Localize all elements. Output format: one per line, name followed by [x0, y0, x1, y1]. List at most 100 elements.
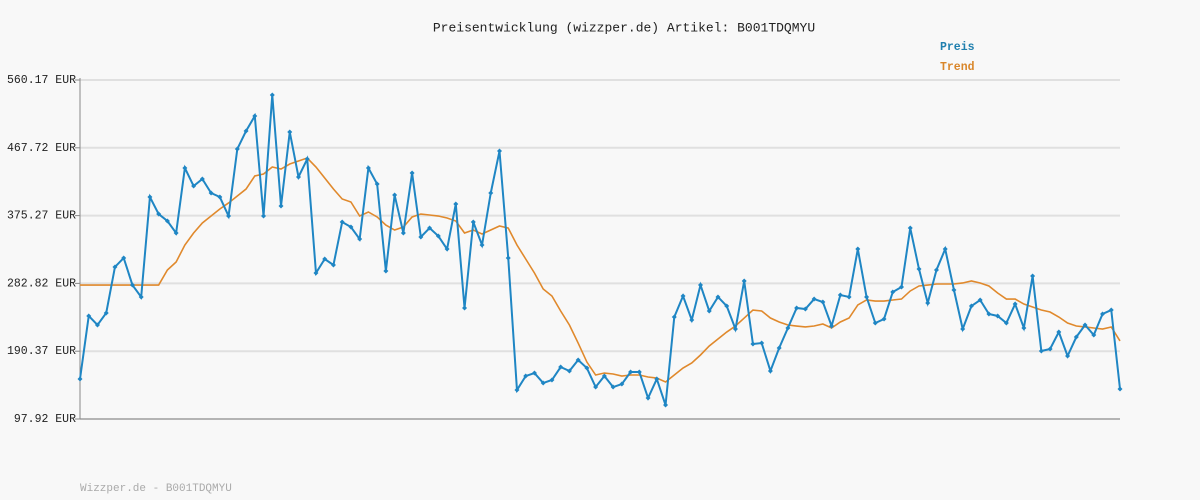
point-marker — [208, 190, 214, 196]
point-marker — [278, 203, 284, 209]
point-marker — [505, 255, 511, 261]
point-marker — [776, 345, 782, 351]
point-marker — [252, 113, 258, 119]
point-marker — [1082, 322, 1088, 328]
point-marker — [1012, 301, 1018, 307]
point-marker — [191, 183, 197, 189]
point-marker — [295, 174, 301, 180]
point-marker — [496, 148, 502, 154]
point-marker — [269, 92, 275, 98]
point-marker — [226, 213, 232, 219]
point-marker — [462, 305, 468, 311]
point-marker — [1056, 329, 1062, 335]
point-marker — [698, 282, 704, 288]
point-marker — [715, 294, 721, 300]
point-marker — [628, 369, 634, 375]
point-marker — [470, 219, 476, 225]
point-marker — [1073, 334, 1079, 340]
point-marker — [1100, 311, 1106, 317]
point-marker — [374, 181, 380, 187]
point-marker — [322, 256, 328, 262]
point-marker — [671, 314, 677, 320]
point-marker — [951, 287, 957, 293]
point-marker — [767, 368, 773, 374]
point-marker — [514, 387, 520, 393]
chart-title: Preisentwicklung (wizzper.de) Artikel: B… — [433, 20, 815, 35]
point-marker — [610, 384, 616, 390]
point-marker — [689, 317, 695, 323]
point-marker — [1065, 353, 1071, 359]
point-marker — [1021, 325, 1027, 331]
point-marker — [593, 384, 599, 390]
point-marker — [706, 308, 712, 314]
footer: Wizzper.de - B001TDQMYU — [80, 483, 232, 495]
point-marker — [995, 313, 1001, 319]
point-marker — [365, 165, 371, 171]
point-marker — [304, 156, 310, 162]
point-marker — [121, 255, 127, 261]
point-marker — [400, 230, 406, 236]
point-marker — [654, 376, 660, 382]
y-tick-label: 282.82 EUR — [7, 277, 76, 290]
point-marker — [147, 194, 153, 200]
point-marker — [427, 225, 433, 231]
point-marker — [261, 213, 267, 219]
y-tick-label: 190.37 EUR — [7, 345, 76, 358]
point-marker — [907, 225, 913, 231]
point-marker — [86, 313, 92, 319]
point-marker — [575, 357, 581, 363]
point-marker — [330, 262, 336, 268]
point-marker — [182, 165, 188, 171]
point-marker — [418, 234, 424, 240]
point-marker — [802, 306, 808, 312]
y-tick-label: 560.17 EUR — [7, 74, 76, 87]
point-marker — [925, 300, 931, 306]
point-marker — [173, 230, 179, 236]
point-marker — [129, 282, 135, 288]
point-marker — [960, 326, 966, 332]
point-marker — [156, 211, 162, 217]
point-marker — [636, 369, 642, 375]
point-marker — [566, 368, 572, 374]
point-marker — [357, 236, 363, 242]
point-marker — [820, 299, 826, 305]
legend-label: Trend — [940, 61, 975, 74]
point-marker — [409, 170, 415, 176]
point-marker — [1108, 307, 1114, 313]
y-tick-label: 467.72 EUR — [7, 142, 76, 155]
point-marker — [313, 270, 319, 276]
point-marker — [785, 325, 791, 331]
point-marker — [531, 370, 537, 376]
point-marker — [1038, 348, 1044, 354]
point-marker — [1003, 320, 1009, 326]
point-marker — [977, 297, 983, 303]
point-marker — [1030, 273, 1036, 279]
point-marker — [94, 322, 100, 328]
point-marker — [829, 323, 835, 329]
point-marker — [138, 294, 144, 300]
point-marker — [348, 224, 354, 230]
point-marker — [942, 246, 948, 252]
point-marker — [339, 219, 345, 225]
point-marker — [759, 340, 765, 346]
point-marker — [287, 129, 293, 135]
point-marker — [837, 292, 843, 298]
point-marker — [794, 305, 800, 311]
point-marker — [549, 377, 555, 383]
point-marker — [645, 395, 651, 401]
point-marker — [741, 278, 747, 284]
point-marker — [243, 128, 249, 134]
point-marker — [383, 268, 389, 274]
point-marker — [619, 381, 625, 387]
y-tick-label: 97.92 EUR — [14, 413, 76, 426]
point-marker — [1091, 332, 1097, 338]
point-marker — [601, 373, 607, 379]
point-marker — [916, 266, 922, 272]
legend-label: Preis — [940, 41, 975, 54]
point-marker — [864, 294, 870, 300]
point-marker — [750, 341, 756, 347]
point-marker — [584, 365, 590, 371]
point-marker — [811, 296, 817, 302]
